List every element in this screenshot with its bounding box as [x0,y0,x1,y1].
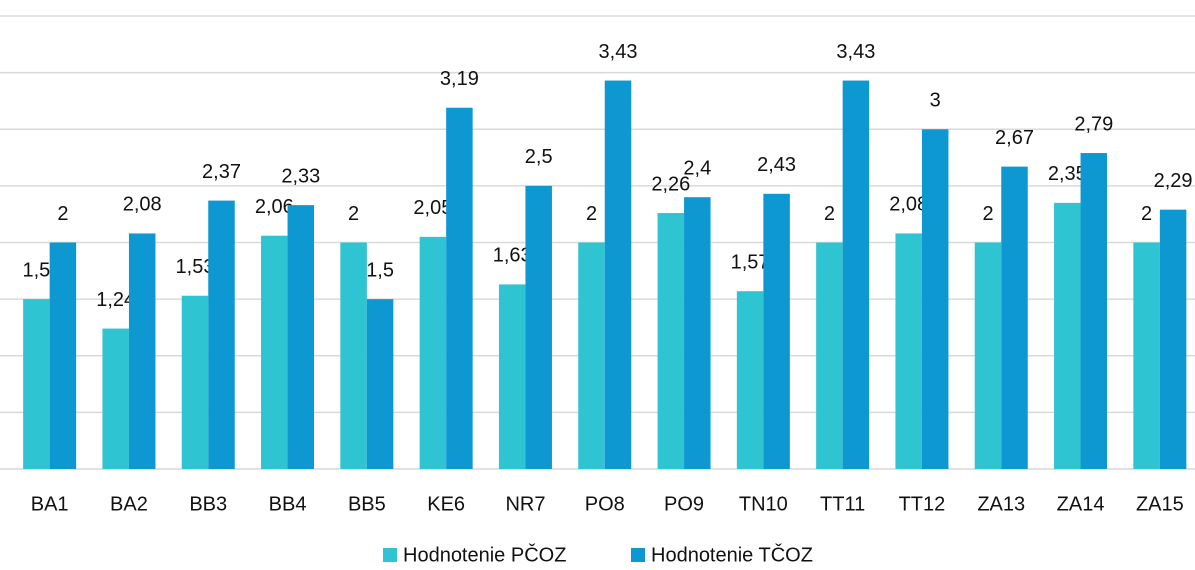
bar [366,299,394,469]
data-label: 2,37 [202,161,241,183]
legend-label: Hodnotenie TČOZ [651,543,813,566]
data-label: 2 [982,203,993,225]
bar [49,242,77,469]
data-label: 2 [348,203,359,225]
bar [1001,166,1028,469]
bar [419,236,447,469]
data-label: 2,08 [123,194,162,216]
bar [763,193,790,470]
data-label: 2 [57,203,68,225]
legend-swatch [631,548,645,562]
data-label: 2,4 [683,157,711,179]
bar [128,233,156,469]
data-label: 3 [930,90,941,112]
data-label: 3,43 [836,41,875,63]
data-label: 2,79 [1074,113,1113,135]
bar [1159,209,1187,469]
data-label: 1,5 [366,259,394,281]
data-label: 1,5 [22,259,50,281]
data-label: 2,29 [1154,170,1193,192]
bar [921,129,949,469]
data-label: 2,26 [651,173,690,195]
bar [1054,202,1081,470]
x-tick-label: BA2 [110,493,148,515]
bar [684,197,711,469]
data-label: 1,24 [96,289,135,311]
bar [604,80,632,470]
x-tick-label: KE6 [427,493,465,515]
bar [1080,153,1108,469]
data-label: 1,53 [176,256,215,278]
bar [736,291,764,469]
x-tick-label: ZA13 [977,493,1025,515]
data-label: 2 [824,203,835,225]
bar [340,242,367,469]
legend-label: Hodnotenie PČOZ [403,543,566,566]
data-label: 3,19 [440,68,479,90]
data-label: 3,43 [599,41,638,63]
x-tick-label: ZA14 [1057,493,1105,515]
bar [208,200,235,469]
data-label: 2,5 [525,146,553,168]
bar [23,299,50,469]
x-tick-label: BB4 [269,493,307,515]
x-tick-label: TN10 [739,493,788,515]
x-tick-label: TT11 [820,493,865,515]
data-label: 2,33 [281,165,320,187]
bar [657,213,685,469]
data-label: 2 [586,203,597,225]
data-label: 2,35 [1048,163,1087,185]
x-tick-label: BB3 [189,493,227,515]
legend-swatch [383,548,397,562]
bar [974,242,1002,469]
bar [446,107,473,470]
x-tick-label: ZA15 [1136,493,1184,515]
bar [842,80,870,470]
x-tick-label: BA1 [31,493,69,515]
bar [102,328,129,469]
data-label: 2,08 [889,194,928,216]
bar [261,235,288,469]
bar [525,185,552,469]
bar [1133,242,1160,469]
data-label: 2,06 [255,196,294,218]
data-label: 2,67 [995,127,1034,149]
bar [816,242,843,469]
x-tick-label: PO8 [585,493,625,515]
data-label: 2 [1141,203,1152,225]
bar [578,242,605,469]
x-tick-label: PO9 [664,493,704,515]
bar [287,205,315,469]
bar [498,284,526,469]
data-label: 2,43 [757,154,796,176]
x-tick-label: NR7 [505,493,545,515]
x-tick-label: BB5 [348,493,386,515]
data-label: 1,63 [493,245,532,267]
data-label: 2,05 [413,197,452,219]
bar [895,233,922,469]
data-label: 1,57 [731,251,770,273]
x-tick-label: TT12 [899,493,946,515]
bar [181,295,209,469]
